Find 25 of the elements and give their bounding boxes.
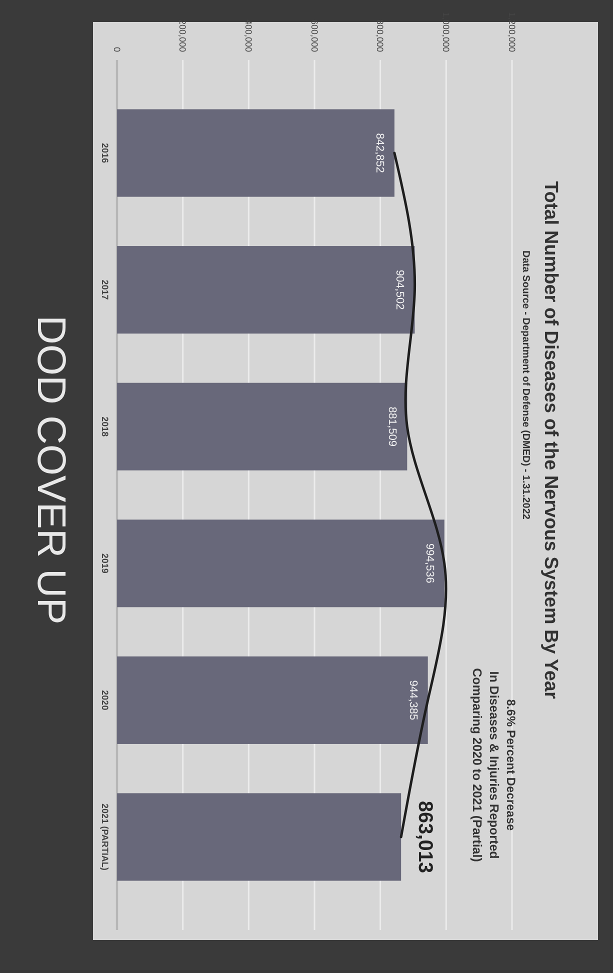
data-label: 842,852 [373,133,386,173]
y-tick-label: 2019 [100,553,110,574]
data-label: 904,502 [394,270,406,310]
y-tick-label: 2018 [100,416,110,437]
y-tick-label: 2021 (PARTIAL) [100,804,110,870]
y-tick-label: 2020 [100,690,110,710]
annotation: Comparing 2020 to 2021 (Partial) [470,668,484,862]
y-tick-label: 2017 [100,280,110,300]
text: DOD COVER UP [29,316,73,624]
x-tick-label: 0 [112,46,122,52]
bar [117,520,444,608]
bar [117,793,402,881]
data-label: 994,536 [423,544,436,584]
bar [117,382,408,470]
bar [117,656,428,744]
y-tick-label: 2016 [100,143,110,164]
annotation: 8.6% Percent Decrease [504,699,518,832]
data-label: 881,509 [386,406,398,446]
text: Total Number of Diseases of the Nervous System By Year [540,181,561,700]
annotation: In Diseases & Injuries Reported [487,671,501,859]
text: Data Source - Department of Defense (DMED) - 1.31.2022 [520,250,531,520]
data-label: 944,385 [406,680,419,720]
bar [117,109,394,197]
data-label: 863,013 [414,800,436,874]
bar [117,246,415,334]
